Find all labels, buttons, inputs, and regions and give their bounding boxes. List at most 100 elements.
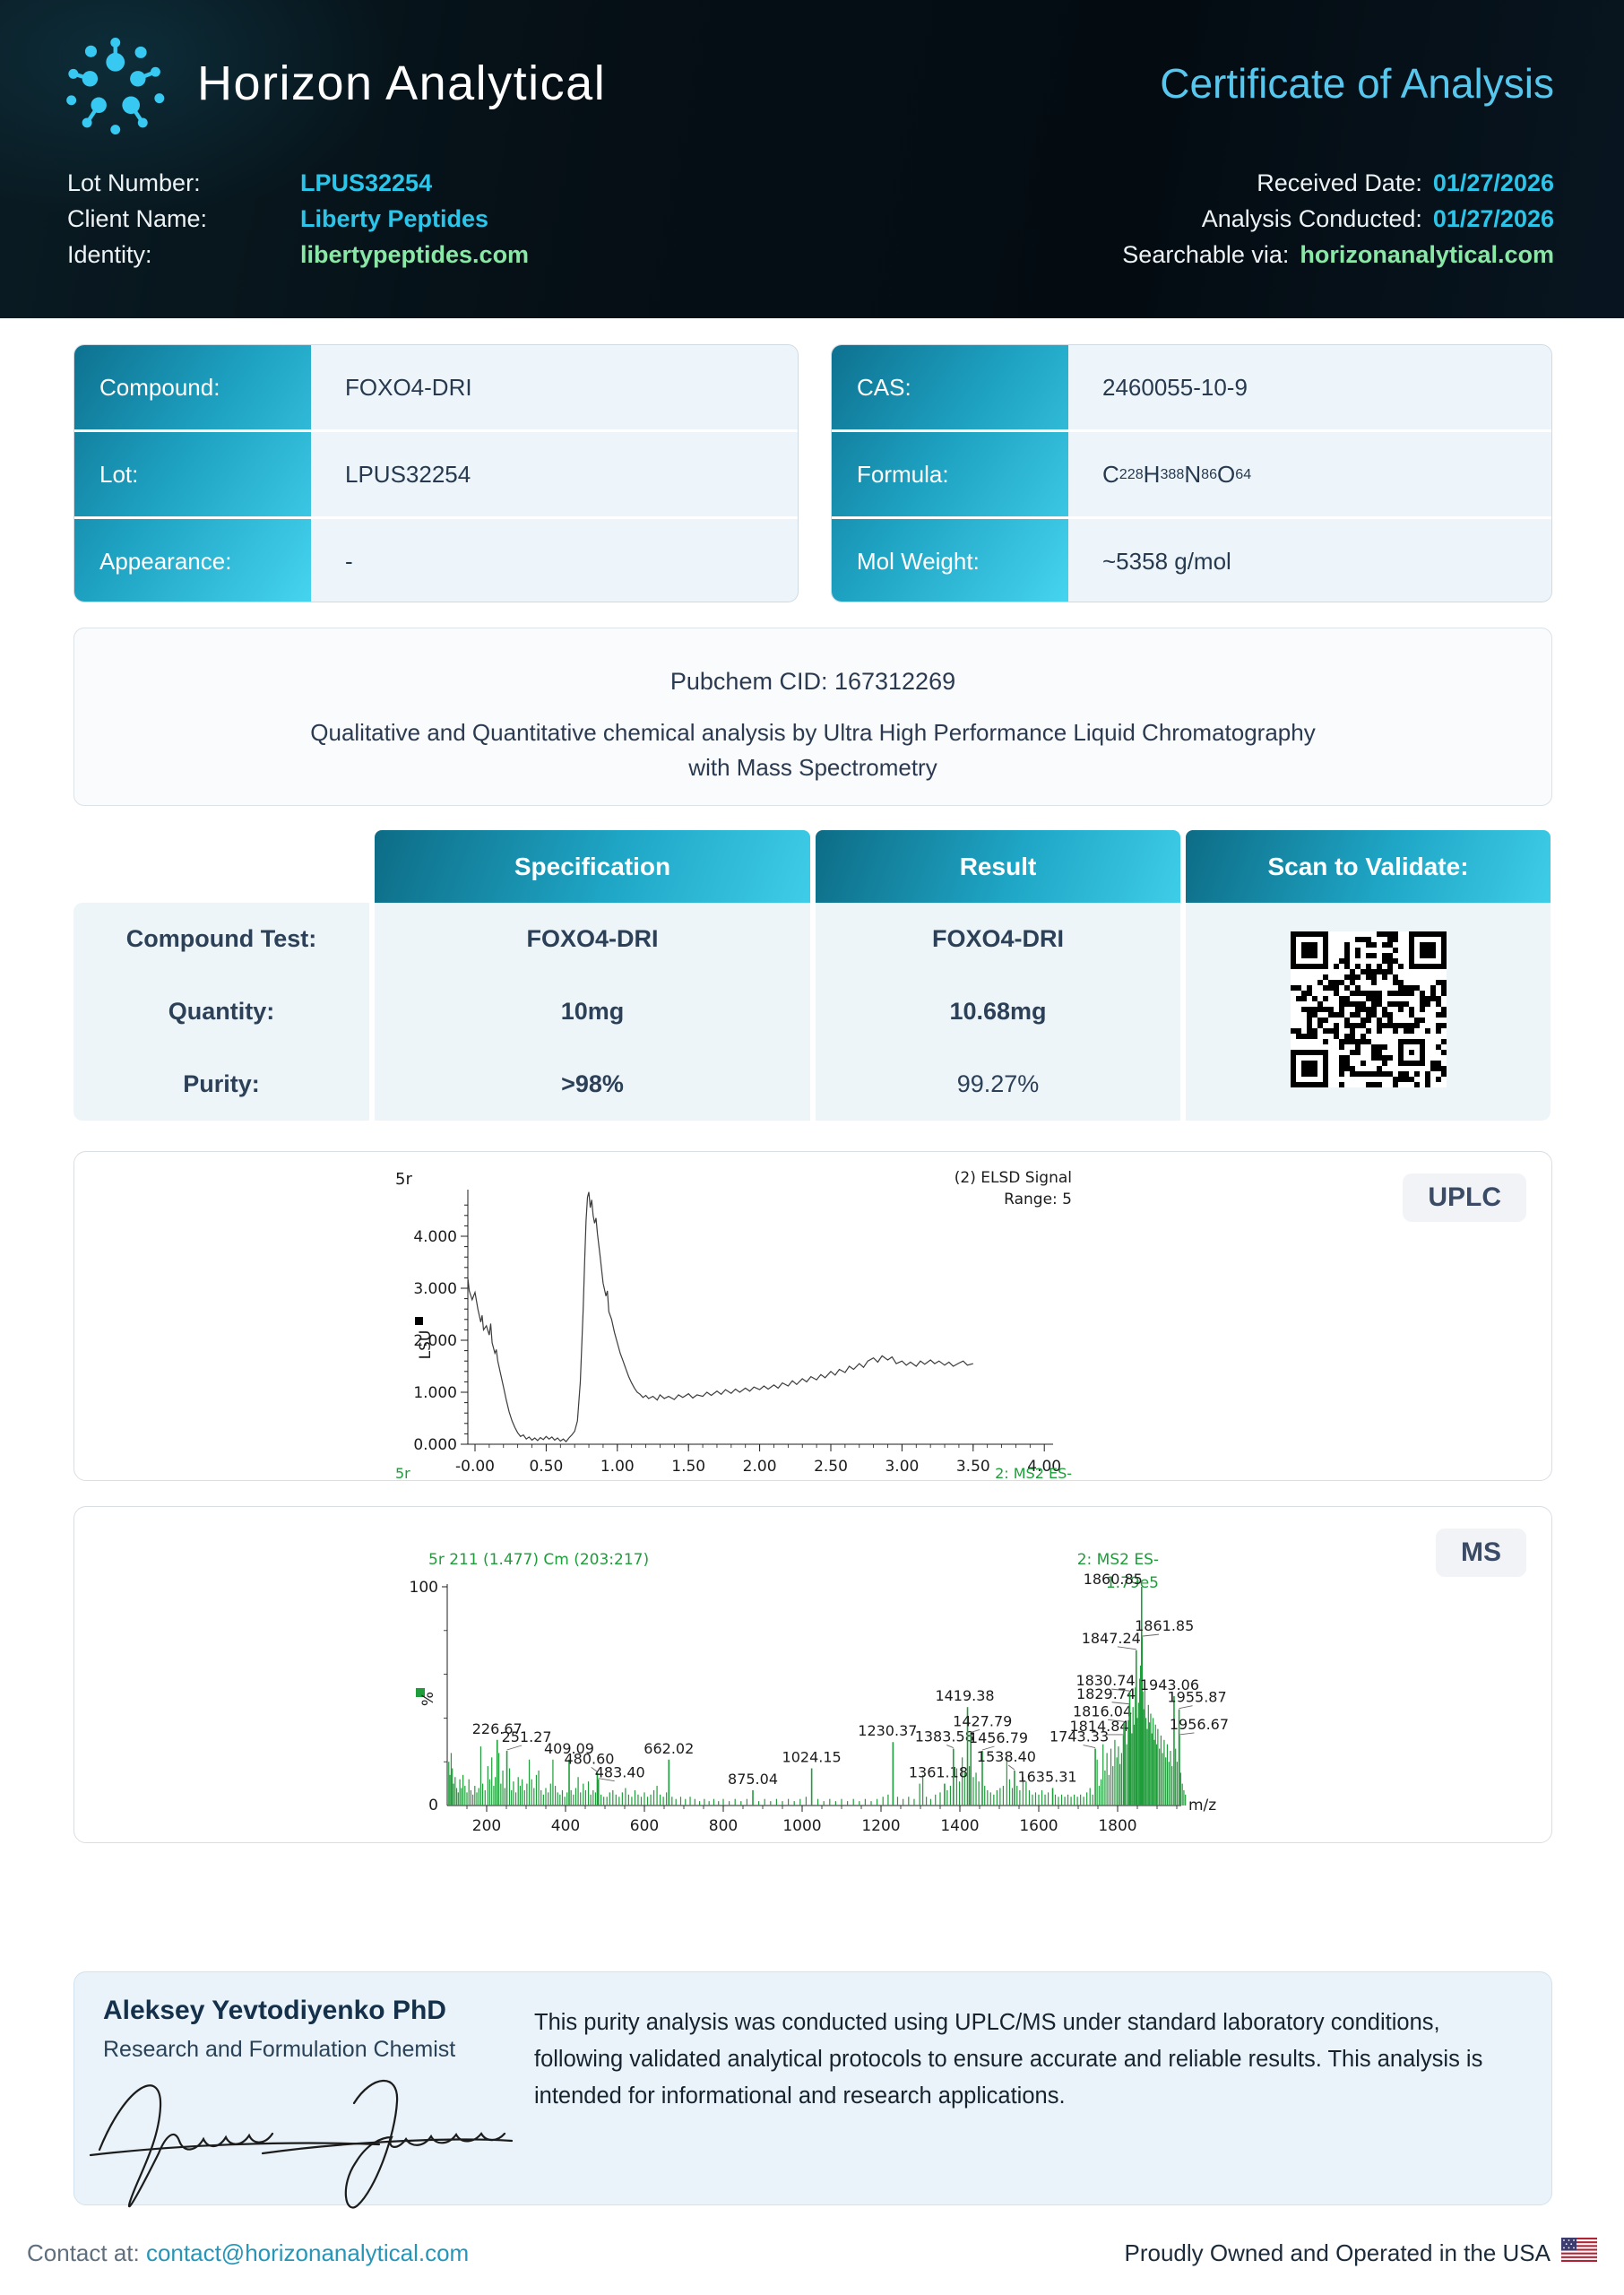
footer-right: Proudly Owned and Operated in the USA (1124, 2237, 1598, 2268)
brand: Horizon Analytical (65, 27, 606, 139)
quantity-result: 10.68mg (949, 998, 1047, 1025)
svg-text:800: 800 (709, 1817, 738, 1835)
svg-text:3.50: 3.50 (956, 1458, 990, 1476)
svg-text:1829.74: 1829.74 (1076, 1685, 1136, 1702)
svg-text:1.000: 1.000 (413, 1384, 457, 1402)
svg-text:1400: 1400 (940, 1817, 979, 1835)
table-row: Compound: FOXO4-DRI (74, 345, 798, 432)
chem-table: CAS: 2460055-10-9 Formula: C 228 H 388 N 86 O 6… (831, 344, 1552, 602)
spec-column: FOXO4-DRI 10mg >98% (375, 903, 810, 1121)
svg-text:251.27: 251.27 (502, 1728, 552, 1745)
analysis-date-label: Analysis Conducted: (1201, 204, 1422, 232)
table-row: Formula: C 228 H 388 N 86 O 64 (832, 432, 1551, 519)
usa-flag-icon (1560, 2237, 1598, 2268)
svg-text:2: MS2 ES-: 2: MS2 ES- (995, 1465, 1072, 1482)
svg-text:1860.85: 1860.85 (1084, 1571, 1143, 1588)
svg-text:1830.74: 1830.74 (1075, 1672, 1135, 1689)
signature-image (83, 2062, 585, 2219)
analysis-description: Qualitative and Quantitative chemical an… (310, 719, 1316, 781)
searchable-label: Searchable via: (1122, 240, 1290, 268)
svg-text:3.00: 3.00 (885, 1458, 919, 1476)
header-info-left: Lot Number: LPUS32254 Client Name: Liberty… (67, 165, 529, 273)
svg-text:1538.40: 1538.40 (977, 1748, 1036, 1765)
uplc-chart-card: 5r (2) ELSD Signal Range: 5 0.000 1.000 2.000… (73, 1151, 1552, 1482)
analysis-statement: This purity analysis was conducted using… (534, 2010, 1483, 2109)
qr-column (1186, 903, 1551, 1121)
client-name-value: Liberty Peptides (300, 204, 489, 232)
appearance-value: - (311, 519, 798, 602)
quantity-label: Quantity: (168, 998, 275, 1025)
uplc-badge: UPLC (1403, 1173, 1526, 1222)
compound-label: Compound: (99, 373, 220, 401)
analysis-date-value: 01/27/2026 (1432, 204, 1554, 232)
table-row: Mol Weight: ~5358 g/mol (832, 519, 1551, 602)
appearance-label: Appearance: (99, 547, 232, 575)
svg-text:200: 200 (472, 1817, 501, 1835)
svg-text:1230.37: 1230.37 (858, 1722, 917, 1739)
horizon-logo-icon (65, 27, 172, 139)
svg-text:5r: 5r (395, 1170, 412, 1189)
svg-text:0.000: 0.000 (413, 1436, 457, 1454)
contact-email-link[interactable]: contact@horizonanalytical.com (145, 2239, 470, 2266)
result-header: Result (816, 830, 1180, 903)
svg-text:1000: 1000 (782, 1817, 821, 1835)
svg-text:875.04: 875.04 (728, 1771, 778, 1788)
svg-text:226.67: 226.67 (472, 1720, 523, 1737)
compound-test-spec: FOXO4-DRI (526, 925, 659, 952)
page-title: Certificate of Analysis (1160, 60, 1554, 107)
svg-text:%: % (419, 1692, 437, 1706)
chemist-role: Research and Formulation Chemist (103, 2037, 456, 2062)
svg-text:600: 600 (630, 1817, 659, 1835)
svg-text:1200: 1200 (861, 1817, 900, 1835)
compound-test-label: Compound Test: (125, 925, 317, 952)
svg-text:1024.15: 1024.15 (782, 1749, 842, 1766)
svg-text:483.40: 483.40 (595, 1764, 645, 1781)
table-row: Lot: LPUS32254 (74, 432, 798, 519)
svg-text:1.79e5: 1.79e5 (1106, 1574, 1159, 1592)
spec-result-table: Specification Result Scan to Validate: C… (73, 830, 1551, 1121)
result-column: FOXO4-DRI 10.68mg 99.27% (816, 903, 1180, 1121)
svg-text:1456.79: 1456.79 (969, 1729, 1028, 1746)
mol-weight-value: ~5358 g/mol (1068, 519, 1551, 602)
purity-label: Purity: (183, 1070, 260, 1097)
svg-text:1847.24: 1847.24 (1082, 1630, 1141, 1647)
svg-text:m/z: m/z (1188, 1797, 1216, 1814)
identity-link[interactable]: libertypeptides.com (300, 240, 530, 268)
compound-test-result: FOXO4-DRI (931, 925, 1064, 952)
svg-text:2.00: 2.00 (743, 1458, 777, 1476)
svg-text:2.50: 2.50 (814, 1458, 848, 1476)
cas-value: 2460055-10-9 (1068, 345, 1551, 429)
formula-label: Formula: (857, 460, 949, 488)
identity-label: Identity: (67, 240, 152, 268)
svg-text:4.000: 4.000 (413, 1228, 457, 1246)
svg-text:1814.84: 1814.84 (1069, 1718, 1128, 1735)
lot-value: LPUS32254 (311, 432, 798, 516)
svg-text:1861.85: 1861.85 (1135, 1617, 1194, 1634)
svg-text:1800: 1800 (1098, 1817, 1136, 1835)
qr-code[interactable] (1290, 931, 1447, 1092)
ms-chart-card: 5r 211 (1.477) Cm (203:217) 2: MS2 ES- 1.7… (73, 1506, 1552, 1843)
svg-text:480.60: 480.60 (564, 1750, 614, 1767)
usa-text: Proudly Owned and Operated in the USA (1124, 2239, 1551, 2266)
compound-table: Compound: FOXO4-DRI Lot: LPUS32254 Appea… (73, 344, 799, 602)
quantity-spec: 10mg (560, 998, 625, 1025)
searchable-link[interactable]: horizonanalytical.com (1300, 240, 1554, 268)
footer: Contact at: contact@horizonanalytical.co… (27, 2237, 1598, 2268)
svg-text:(2) ELSD Signal: (2) ELSD Signal (955, 1169, 1072, 1187)
header: Horizon Analytical Certificate of Analys… (0, 0, 1624, 318)
contact-label: Contact at: (27, 2239, 140, 2266)
svg-text:1600: 1600 (1019, 1817, 1058, 1835)
specification-header: Specification (375, 830, 810, 903)
svg-text:1816.04: 1816.04 (1073, 1702, 1132, 1719)
svg-text:5r 211 (1.477) Cm (203:217): 5r 211 (1.477) Cm (203:217) (428, 1551, 649, 1569)
svg-text:662.02: 662.02 (644, 1740, 694, 1757)
svg-text:100: 100 (410, 1579, 438, 1597)
svg-text:400: 400 (551, 1817, 580, 1835)
svg-text:4.00: 4.00 (1027, 1458, 1061, 1476)
svg-text:1427.79: 1427.79 (953, 1712, 1012, 1729)
received-date-value: 01/27/2026 (1432, 169, 1554, 196)
table-row: CAS: 2460055-10-9 (832, 345, 1551, 432)
lot-number-label: Lot Number: (67, 169, 201, 196)
